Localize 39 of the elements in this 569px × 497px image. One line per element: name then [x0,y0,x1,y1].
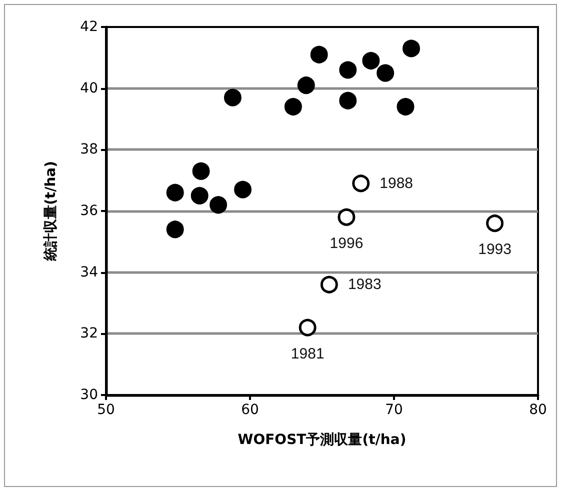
point [320,276,338,294]
x-tick-label: 50 [97,402,115,418]
point [338,208,356,226]
y-tick-label: 34 [80,264,98,280]
point [339,61,357,79]
annotation: 1981 [290,345,324,362]
y-axis-title: 統計収量(t/ha) [43,160,59,262]
point [192,162,210,180]
annotation: 1993 [478,241,512,258]
point [376,64,394,82]
point [352,174,370,192]
point [402,40,420,58]
point [166,220,184,238]
x-axis-title: WOFOST予測収量(t/ha) [238,432,406,448]
point [297,76,315,94]
x-tick-label: 60 [241,402,259,418]
annotation: 1996 [330,234,364,252]
y-tick-label: 32 [80,326,98,342]
y-tick-label: 38 [80,142,98,158]
y-tick-label: 36 [80,203,98,219]
point [210,196,228,214]
y-tick-label: 42 [80,19,98,35]
point [362,52,380,70]
point [486,214,504,232]
point [310,46,328,64]
point [339,92,357,110]
point [166,184,184,202]
point [284,98,302,116]
annotation: 1983 [348,276,382,294]
y-tick-label: 30 [80,387,98,403]
annotation: 1988 [380,174,414,192]
x-tick-label: 70 [385,402,403,418]
point [224,88,242,106]
point [234,180,252,198]
point [298,318,316,336]
point [396,98,414,116]
y-tick-label: 40 [80,80,98,96]
point [190,186,208,204]
x-tick-label: 80 [529,402,547,418]
